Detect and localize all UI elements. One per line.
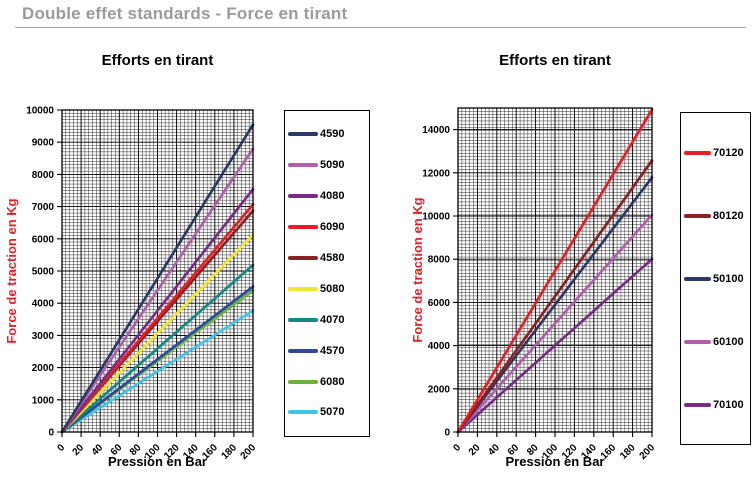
legend-line-swatch [288, 348, 318, 353]
legend-item-4070: 4070 [288, 314, 366, 326]
legend-line-swatch [288, 225, 318, 230]
x-axis-title: Pression en Bar [108, 454, 207, 469]
legend-line-swatch [288, 194, 318, 199]
y-tick-label: 8000 [428, 255, 451, 266]
y-tick-label: 1000 [32, 395, 55, 406]
y-tick-label: 9000 [32, 138, 55, 149]
y-tick-label: 5000 [32, 267, 55, 278]
y-tick-label: 10000 [422, 212, 450, 223]
legend-label: 80120 [713, 209, 744, 222]
legend-item-70100: 70100 [684, 399, 747, 411]
legend-label: 4080 [320, 190, 345, 203]
x-axis-title: Pression en Bar [505, 454, 605, 469]
legend-line-swatch [288, 163, 318, 168]
legend-line-swatch [288, 410, 318, 415]
plot-area: 0 1000 2000 3000 4000 5000 6000 7000 8000 9000 100… [26, 106, 258, 462]
legend-item-80120: 80120 [684, 210, 747, 222]
legend-label: 5070 [320, 406, 345, 419]
legend-label: 4070 [320, 313, 345, 326]
legend-label: 6090 [320, 221, 345, 234]
legend-line-swatch [288, 132, 318, 137]
series-line-4080 [60, 187, 255, 434]
legend-line-swatch [288, 256, 318, 260]
legend-label: 4580 [320, 252, 345, 264]
y-tick-labels: 0 2000 4000 6000 8000 10000 12000 14000 [422, 125, 450, 438]
y-tick-label: 4000 [32, 299, 55, 310]
axis-ticks [453, 129, 653, 437]
legend-label: 50100 [713, 272, 744, 285]
series-line-70120 [456, 108, 654, 434]
legend-item-50100: 50100 [684, 273, 747, 285]
legend-label: 60100 [713, 335, 744, 348]
legend-line-swatch [288, 317, 318, 322]
legend-label: 4590 [320, 128, 345, 141]
y-tick-label: 0 [444, 428, 450, 439]
y-tick-label: 0 [48, 428, 54, 439]
series-line-4070 [60, 263, 255, 434]
series-line-5080 [60, 233, 255, 434]
series-line-5090 [60, 147, 255, 434]
y-tick-label: 7000 [32, 202, 55, 213]
legend: 70120 80120 50100 60100 70100 [680, 112, 751, 445]
legend-line-swatch [684, 339, 711, 344]
y-tick-label: 2000 [428, 384, 451, 395]
series-line-4570 [60, 285, 255, 434]
legend-label: 70100 [713, 398, 744, 411]
series-line-80120 [456, 159, 654, 434]
legend-label: 4570 [320, 344, 345, 357]
legend-line-swatch [288, 286, 318, 291]
y-tick-label: 4000 [428, 341, 451, 352]
axis-ticks [57, 109, 254, 437]
left-chart: Efforts en tirant Force de traction en K… [0, 40, 377, 490]
legend-item-70120: 70120 [684, 147, 747, 159]
legend-item-5080: 5080 [288, 283, 366, 295]
legend-item-4080: 4080 [288, 190, 366, 202]
legend-line-swatch [684, 402, 711, 407]
legend-item-60100: 60100 [684, 336, 747, 348]
y-tick-label: 10000 [26, 106, 54, 117]
series-line-50100 [456, 176, 654, 434]
chart-title: Efforts en tirant [101, 52, 214, 69]
y-tick-label: 12000 [422, 168, 450, 179]
y-tick-label: 6000 [428, 298, 451, 309]
legend-label: 5090 [320, 159, 345, 172]
y-tick-label: 8000 [32, 170, 55, 181]
legend-item-4580: 4580 [288, 252, 366, 264]
page-title: Double effet standards - Force en tirant [22, 4, 348, 23]
series-line-70100 [456, 257, 654, 434]
legend-item-6080: 6080 [288, 376, 366, 388]
series-line-5070 [60, 309, 255, 434]
legend: 4590 5090 4080 6090 4580 5080 4070 4570 6080 5070 [284, 110, 370, 437]
y-tick-label: 6000 [32, 234, 55, 245]
y-tick-label: 2000 [32, 363, 55, 374]
legend-line-swatch [684, 276, 711, 281]
legend-item-4590: 4590 [288, 128, 366, 140]
legend-item-5090: 5090 [288, 159, 366, 171]
legend-label: 70120 [713, 146, 744, 159]
y-tick-labels: 0 1000 2000 3000 4000 5000 6000 7000 8000 9000 100… [26, 106, 54, 439]
legend-label: 5080 [320, 282, 345, 295]
legend-label: 6080 [320, 375, 345, 388]
legend-line-swatch [684, 150, 711, 155]
series-line-60100 [456, 213, 654, 434]
legend-line-swatch [288, 379, 318, 384]
legend-item-4570: 4570 [288, 345, 366, 357]
chart-title: Efforts en tirant [499, 52, 611, 69]
x-tick-label: 0 [55, 442, 67, 454]
series-line-4590 [60, 123, 255, 434]
legend-item-6090: 6090 [288, 221, 366, 233]
right-chart: Efforts en tirant Force de traction en K… [377, 40, 754, 490]
x-tick-label: 0 [451, 442, 463, 454]
y-tick-label: 14000 [422, 125, 450, 136]
legend-item-5070: 5070 [288, 406, 366, 418]
title-underline [15, 27, 746, 28]
legend-line-swatch [684, 213, 711, 218]
series-line-6090 [60, 203, 255, 434]
y-tick-label: 3000 [32, 331, 55, 342]
